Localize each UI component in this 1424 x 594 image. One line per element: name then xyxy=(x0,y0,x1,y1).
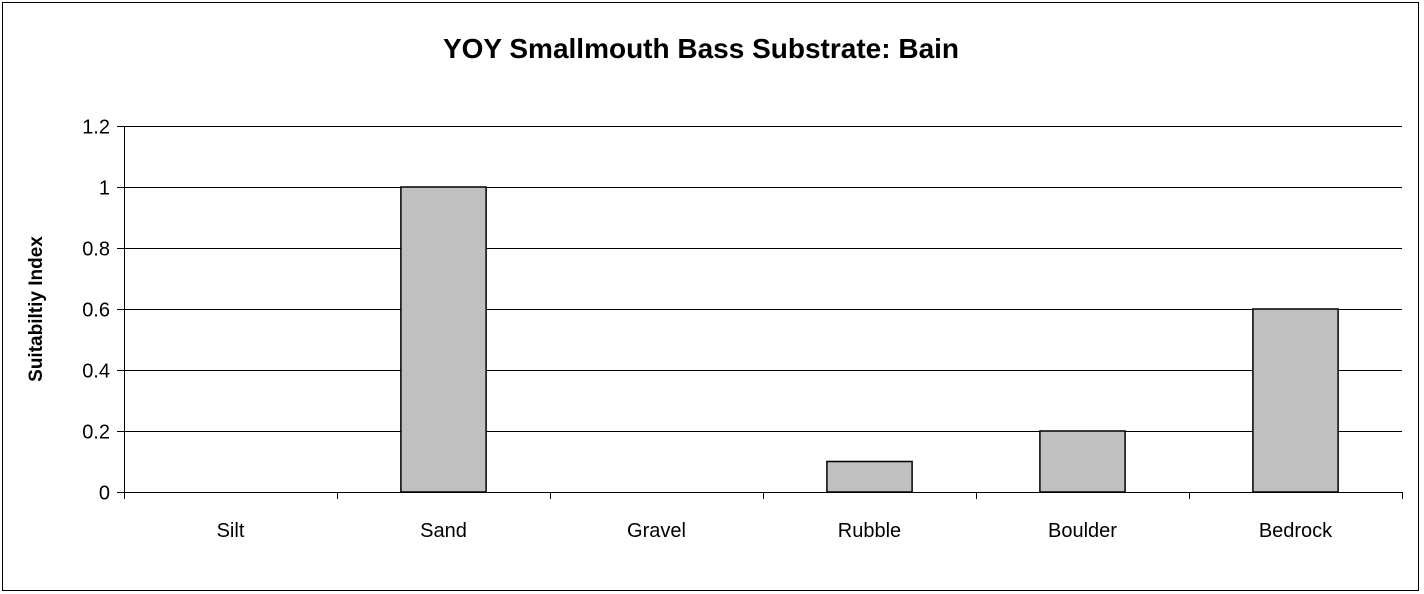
y-tick-label: 0 xyxy=(99,483,110,505)
y-tick-label: 1.2 xyxy=(82,117,110,139)
x-tick-label: Silt xyxy=(217,520,245,542)
axes xyxy=(117,126,1403,499)
bar-sand xyxy=(400,186,487,493)
x-tick-label: Rubble xyxy=(838,520,901,542)
y-tick-label: 0.8 xyxy=(82,239,110,261)
y-tick-label: 0.6 xyxy=(82,300,110,322)
x-tick-label: Boulder xyxy=(1048,520,1117,542)
y-tick-labels: 0 0.2 0.4 0.6 0.8 1 1.2 xyxy=(82,117,110,505)
y-tick-label: 0.4 xyxy=(82,361,110,383)
x-tick-labels: Silt Sand Gravel Rubble Boulder Bedrock xyxy=(217,520,1334,542)
x-tick-label: Bedrock xyxy=(1259,520,1333,542)
y-tick-label: 1 xyxy=(99,178,110,200)
bar-bedrock xyxy=(1252,308,1339,493)
x-tick-label: Sand xyxy=(420,520,467,542)
gridlines xyxy=(124,126,1402,432)
bar-boulder xyxy=(1039,430,1126,493)
y-axis-label: Suitabiltiy Index xyxy=(26,236,47,382)
x-tick-label: Gravel xyxy=(627,520,686,542)
bars xyxy=(400,186,1339,493)
y-tick-label: 0.2 xyxy=(82,422,110,444)
chart-title: YOY Smallmouth Bass Substrate: Bain xyxy=(443,33,959,64)
bar-rubble xyxy=(826,460,913,493)
